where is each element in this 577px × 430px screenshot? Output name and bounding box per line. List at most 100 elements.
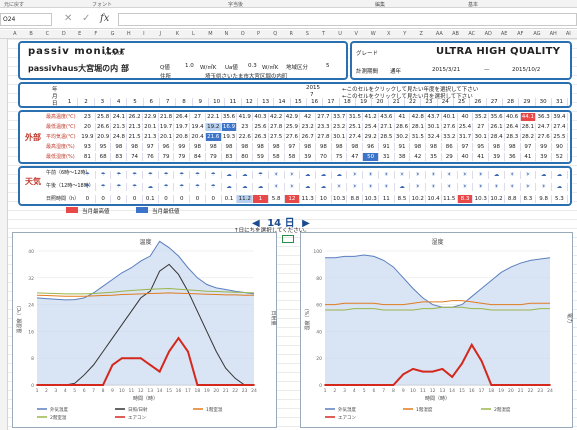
outdoor-value-cell[interactable]: 25.8 (96, 113, 112, 121)
weather-am-icon[interactable]: ☁ (222, 171, 238, 179)
column-header-Y[interactable]: Y (403, 31, 407, 37)
sunshine-cell[interactable]: 0 (159, 195, 175, 203)
weather-pm-icon[interactable]: ☁ (316, 183, 332, 191)
outdoor-value-cell[interactable]: 27 (190, 113, 206, 121)
outdoor-value-cell[interactable]: 40 (458, 113, 474, 121)
weather-am-icon[interactable]: ☂ (111, 171, 128, 179)
outdoor-value-cell[interactable]: 25.1 (347, 123, 364, 131)
outdoor-value-cell[interactable]: 74 (127, 153, 143, 161)
outdoor-value-cell[interactable]: 70 (316, 153, 332, 161)
outdoor-value-cell[interactable]: 86 (442, 143, 458, 151)
sunshine-cell[interactable]: 11.5 (442, 195, 458, 203)
outdoor-value-cell[interactable]: 58 (285, 153, 301, 161)
outdoor-value-cell[interactable]: 27.7 (316, 113, 332, 121)
day-cell[interactable]: 10 (209, 98, 226, 106)
outdoor-value-cell[interactable]: 40 (458, 153, 474, 161)
column-header-W[interactable]: W (370, 31, 376, 37)
outdoor-value-cell[interactable]: 35.6 (489, 113, 505, 121)
sunshine-cell[interactable]: 5.8 (269, 195, 285, 203)
outdoor-value-cell[interactable]: 32.4 (426, 133, 442, 141)
weather-pm-icon[interactable]: ☀ (426, 183, 442, 191)
outdoor-value-cell[interactable]: 20.1 (159, 133, 175, 141)
outdoor-value-cell[interactable]: 26.6 (96, 123, 112, 131)
column-header-AF[interactable]: AF (517, 31, 524, 37)
weather-am-icon[interactable]: ☂ (143, 171, 159, 179)
weather-am-icon[interactable]: ☁ (332, 171, 348, 179)
weather-pm-icon[interactable]: ☁ (552, 183, 568, 191)
outdoor-value-cell[interactable]: 91 (395, 143, 411, 151)
outdoor-value-cell[interactable]: 52 (552, 153, 568, 161)
sunshine-cell[interactable]: 10.3 (473, 195, 490, 203)
weather-pm-icon[interactable]: ☂ (80, 183, 96, 191)
column-header-AG[interactable]: AG (533, 31, 541, 37)
ribbon-basic[interactable]: 基本 (468, 2, 479, 8)
outdoor-value-cell[interactable]: 98 (426, 143, 442, 151)
outdoor-value-cell[interactable]: 20.4 (190, 133, 206, 141)
outdoor-value-cell[interactable]: 23 (237, 123, 254, 131)
column-header-Q[interactable]: Q (273, 31, 278, 37)
outdoor-value-cell[interactable]: 26.4 (505, 123, 521, 131)
outdoor-value-cell[interactable]: 68 (96, 153, 112, 161)
weather-pm-icon[interactable]: ☀ (442, 183, 458, 191)
weather-am-icon[interactable]: ☂ (190, 171, 206, 179)
weather-pm-icon[interactable]: ☂ (111, 183, 128, 191)
column-header-AE[interactable]: AE (500, 31, 508, 37)
weather-am-icon[interactable]: ☂ (253, 171, 269, 179)
outdoor-value-cell[interactable]: 39 (536, 153, 553, 161)
outdoor-value-cell[interactable]: 31.5 (410, 133, 427, 141)
outdoor-value-cell[interactable]: 26.1 (489, 123, 505, 131)
outdoor-value-cell[interactable]: 21.3 (111, 123, 128, 131)
outdoor-value-cell[interactable]: 95 (96, 143, 112, 151)
sunshine-cell[interactable]: 0 (80, 195, 96, 203)
day-cell[interactable]: 11 (225, 98, 242, 106)
weather-pm-icon[interactable]: ☂ (159, 183, 175, 191)
outdoor-value-cell[interactable]: 98 (269, 143, 285, 151)
outdoor-value-cell[interactable]: 40.3 (253, 113, 269, 121)
weather-pm-icon[interactable]: ☀ (536, 183, 553, 191)
outdoor-value-cell[interactable]: 47 (347, 153, 364, 161)
day-cell[interactable]: 2 (78, 98, 95, 106)
day-cell[interactable]: 14 (274, 98, 291, 106)
outdoor-value-cell[interactable]: 42.8 (410, 113, 427, 121)
sunshine-cell[interactable]: 0.1 (143, 195, 159, 203)
outdoor-value-cell[interactable]: 98 (347, 143, 364, 151)
weather-am-icon[interactable]: ☂ (80, 171, 96, 179)
period-end[interactable]: 2015/10/2 (512, 67, 541, 73)
outdoor-value-cell[interactable]: 30.1 (473, 133, 490, 141)
outdoor-value-cell[interactable]: 24.8 (111, 133, 128, 141)
day-cell[interactable]: 22 (405, 98, 422, 106)
column-header-S[interactable]: S (305, 31, 309, 37)
outdoor-value-cell[interactable]: 27.6 (285, 133, 301, 141)
outdoor-value-cell[interactable]: 42 (410, 153, 427, 161)
weather-pm-icon[interactable]: ☀ (489, 183, 505, 191)
day-cell[interactable]: 25 (454, 98, 471, 106)
outdoor-value-cell[interactable]: 26.2 (127, 113, 143, 121)
outdoor-value-cell[interactable]: 25.4 (458, 123, 474, 131)
outdoor-value-cell[interactable]: 42 (300, 113, 317, 121)
day-cell[interactable]: 28 (503, 98, 520, 106)
column-header-X[interactable]: X (387, 31, 391, 37)
outdoor-value-cell[interactable]: 26.3 (253, 133, 269, 141)
outdoor-value-cell[interactable]: 27.6 (536, 133, 553, 141)
column-header-F[interactable]: F (94, 31, 98, 37)
year-select[interactable]: 2015 (306, 85, 320, 91)
sunshine-cell[interactable]: 10.4 (426, 195, 442, 203)
outdoor-value-cell[interactable]: 41.9 (237, 113, 254, 121)
day-cell[interactable]: 26 (470, 98, 487, 106)
weather-pm-icon[interactable]: ☀ (410, 183, 427, 191)
outdoor-value-cell[interactable]: 50 (363, 153, 379, 161)
day-cell[interactable]: 7 (160, 98, 177, 106)
day-cell[interactable]: 24 (438, 98, 454, 106)
sunshine-cell[interactable]: 8.3 (521, 195, 537, 203)
weather-pm-icon[interactable]: ☂ (190, 183, 206, 191)
sunshine-cell[interactable]: 11.3 (300, 195, 317, 203)
sunshine-cell[interactable]: 8.5 (395, 195, 411, 203)
day-cell[interactable]: 31 (552, 98, 569, 106)
outdoor-value-cell[interactable]: 76 (143, 153, 159, 161)
sunshine-cell[interactable]: 11.2 (237, 195, 254, 203)
sunshine-cell[interactable]: 9.8 (536, 195, 553, 203)
day-cell[interactable]: 20 (372, 98, 389, 106)
outdoor-value-cell[interactable]: 98 (222, 143, 238, 151)
sunshine-cell[interactable]: 10.3 (332, 195, 348, 203)
sunshine-cell[interactable]: 0 (96, 195, 112, 203)
